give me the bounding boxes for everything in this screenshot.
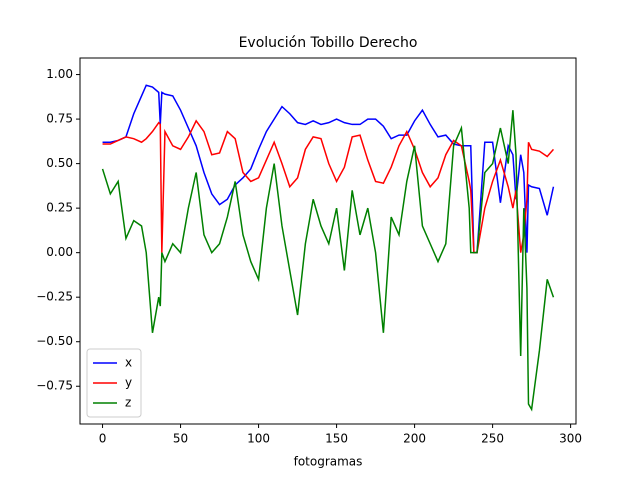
- x-tick-label: 100: [247, 432, 270, 446]
- line: [102, 119, 555, 254]
- line: [101, 110, 555, 412]
- y-tick-label: 1.00: [46, 67, 73, 81]
- x-tick-label: 50: [173, 432, 188, 446]
- x-tick-label: 0: [99, 432, 107, 446]
- y-tick-label: 0.75: [46, 112, 73, 126]
- x-tick-label: 200: [403, 432, 426, 446]
- x-tick-label: 300: [559, 432, 582, 446]
- y-tick-label: −0.50: [36, 334, 73, 348]
- x-axis-label: fotogramas: [294, 455, 363, 469]
- y-tick-label: −0.75: [36, 379, 73, 393]
- y-tick-label: 0.50: [46, 156, 73, 170]
- y-tick-label: 0.25: [46, 201, 73, 215]
- chart-title: Evolución Tobillo Derecho: [239, 35, 418, 51]
- line: [102, 84, 555, 254]
- legend-label: x: [125, 356, 132, 370]
- y-tick-label: 0.00: [46, 245, 73, 259]
- y-tick-label: −0.25: [36, 290, 73, 304]
- plot-frame: [79, 57, 577, 425]
- x-tick-label: 150: [325, 432, 348, 446]
- legend-label: y: [125, 376, 132, 390]
- legend-label: z: [125, 396, 131, 410]
- x-tick-label: 250: [481, 432, 504, 446]
